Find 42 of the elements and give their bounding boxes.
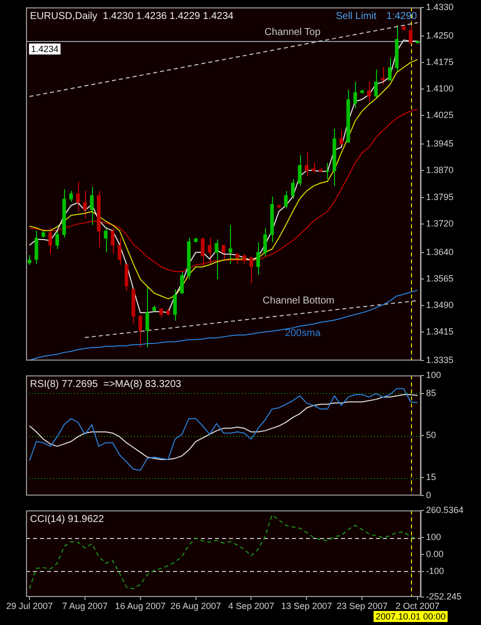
annotation: Sell Limit [336, 11, 377, 22]
x-tick-label: 26 Aug 2007 [170, 600, 222, 611]
y-tick-label: 0 [426, 490, 432, 500]
x-tick-label: 2 Oct 2007 [396, 600, 440, 611]
y-tick-label: 85 [426, 388, 436, 398]
x-tick-label: 29 Jul 2007 [6, 600, 53, 611]
y-tick-label: 1.3795 [426, 192, 454, 202]
annotation: 1:4290 [386, 11, 418, 22]
y-tick-label: -100 [426, 566, 444, 576]
y-tick-label: 1.3870 [426, 165, 454, 176]
y-tick-label: 15 [426, 472, 436, 482]
y-tick-label: 1.3490 [426, 300, 454, 310]
y-tick-label: 260.5364 [426, 504, 464, 515]
ref-line-label: 1.4234 [31, 44, 59, 54]
y-tick-label: 0.00 [426, 548, 444, 559]
y-tick-label: -252.245 [426, 591, 462, 602]
y-tick-label: 100 [426, 370, 442, 380]
x-tick-label: 13 Sep 2007 [281, 600, 332, 611]
x-tick-label: 16 Aug 2007 [115, 600, 166, 611]
y-tick-label: 1.4025 [426, 110, 454, 120]
y-tick-label: 1.3945 [426, 138, 454, 149]
y-tick-label: 1.4250 [426, 30, 454, 40]
x-tick-label: 2007.10.01 00:00 [376, 611, 446, 622]
y-tick-label: 100 [426, 532, 442, 542]
x-tick-label: 4 Sep 2007 [228, 600, 274, 611]
series-label: 200sma [284, 328, 321, 340]
y-tick-label: 1.4175 [426, 56, 454, 67]
y-tick-label: 1.3565 [426, 273, 454, 284]
y-tick-label: 1.3415 [426, 326, 454, 337]
series-label: Channel Bottom [262, 296, 334, 307]
y-tick-label: 1.3720 [426, 218, 454, 228]
y-tick-label: 1.3640 [426, 246, 454, 257]
y-tick-label: 1.4330 [426, 2, 454, 12]
y-tick-label: 1.4100 [426, 84, 454, 94]
x-tick-label: 7 Aug 2007 [62, 600, 108, 611]
y-tick-label: 50 [426, 430, 436, 440]
chart-title: RSI(8) 77.2695 =>MA(8) 83.3203 [30, 379, 182, 390]
series-label: Channel Top [264, 26, 321, 38]
chart-title: CCI(14) 91.9622 [30, 514, 104, 526]
x-tick-label: 23 Sep 2007 [336, 600, 388, 611]
chart-title: EURUSD,Daily 1.4230 1.4236 1.4229 1.4234 [30, 11, 234, 22]
y-tick-label: 1.3335 [426, 355, 454, 366]
